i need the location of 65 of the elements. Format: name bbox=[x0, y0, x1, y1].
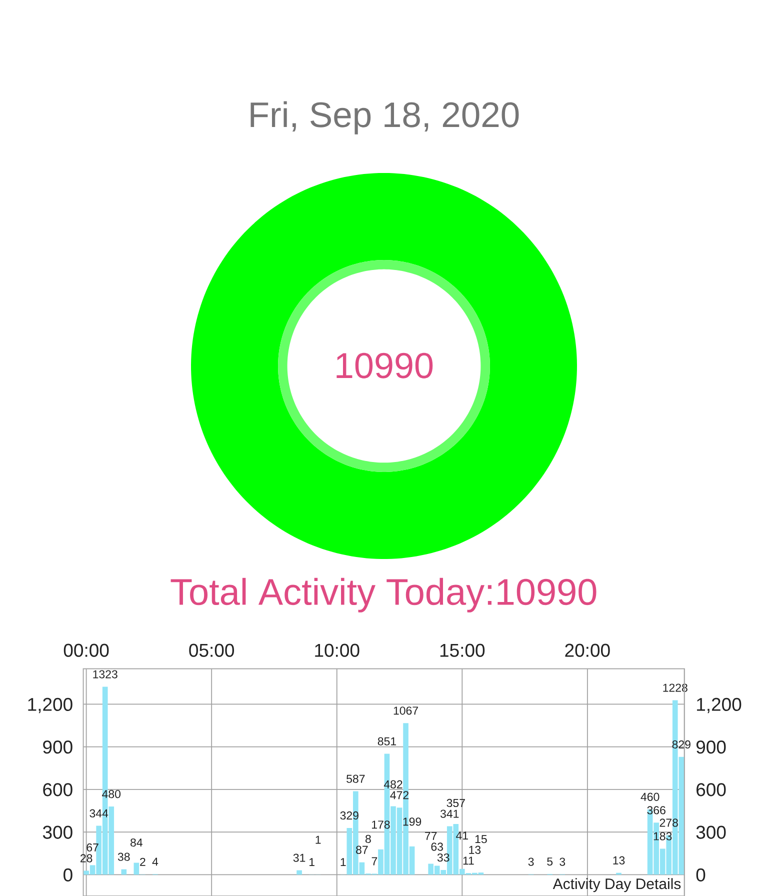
data-label: 28 bbox=[80, 854, 92, 862]
data-label: 357 bbox=[446, 798, 465, 808]
data-label: 199 bbox=[403, 818, 422, 826]
data-label: 41 bbox=[456, 832, 468, 840]
chart-title: Fri, Sep 18, 2020 bbox=[250, 101, 519, 134]
data-label: 3 bbox=[560, 858, 566, 866]
data-label: 278 bbox=[660, 818, 678, 827]
data-label: 77 bbox=[425, 832, 437, 840]
data-label: 11 bbox=[463, 856, 474, 865]
data-label: 366 bbox=[647, 806, 666, 814]
y-tick-label: 300 bbox=[42, 826, 72, 839]
data-label: 7 bbox=[372, 857, 378, 866]
data-label: 472 bbox=[390, 791, 409, 800]
data-label: 31 bbox=[293, 854, 306, 862]
x-tick-label: 10:00 bbox=[315, 644, 360, 657]
y2-tick-label: 300 bbox=[696, 826, 726, 839]
x-tick-label: 05:00 bbox=[189, 644, 234, 657]
data-label: 10990 bbox=[336, 352, 433, 378]
y-tick-label: 1,200 bbox=[28, 698, 72, 714]
y-tick-label: 0 bbox=[64, 868, 72, 882]
data-label: 63 bbox=[431, 842, 443, 851]
data-label: 84 bbox=[130, 838, 142, 847]
data-label: 341 bbox=[440, 810, 459, 818]
data-label: 482 bbox=[384, 780, 402, 788]
data-label: 4 bbox=[152, 858, 158, 866]
x-tick-label: 20:00 bbox=[565, 644, 610, 657]
data-label: 480 bbox=[102, 790, 121, 798]
y2-tick-label: 0 bbox=[696, 868, 706, 882]
bar bbox=[134, 862, 140, 875]
data-label: 178 bbox=[372, 820, 390, 829]
data-label: 15 bbox=[475, 835, 487, 844]
x-tick-label: 00:00 bbox=[64, 644, 109, 657]
data-label: 1228 bbox=[663, 684, 688, 692]
y2-tick-label: 900 bbox=[696, 740, 726, 754]
data-label: 5 bbox=[547, 858, 553, 866]
x-tick-label: 15:00 bbox=[440, 644, 485, 657]
data-label: 1 bbox=[340, 858, 346, 866]
bar bbox=[296, 870, 302, 875]
data-label: 829 bbox=[672, 740, 690, 749]
data-label: 1067 bbox=[394, 706, 418, 715]
data-label: 13 bbox=[613, 856, 625, 864]
annotation: Activity Day Details bbox=[552, 878, 681, 892]
data-label: 329 bbox=[340, 811, 358, 820]
bar bbox=[121, 869, 127, 875]
data-label: 851 bbox=[378, 737, 396, 746]
data-label: 33 bbox=[437, 853, 450, 862]
y-tick-label: 600 bbox=[43, 783, 72, 796]
data-label: 2 bbox=[140, 858, 146, 866]
chart-title: Total Activity Today:10990 bbox=[170, 578, 596, 612]
data-label: 1 bbox=[316, 836, 321, 844]
data-label: 8 bbox=[365, 834, 371, 844]
data-label: 13 bbox=[469, 846, 481, 854]
data-label: 460 bbox=[640, 792, 660, 801]
data-label: 587 bbox=[346, 774, 365, 783]
data-label: 67 bbox=[86, 843, 98, 852]
data-label: 87 bbox=[356, 846, 368, 854]
data-label: 3 bbox=[528, 858, 534, 866]
y-tick-label: 900 bbox=[43, 740, 72, 754]
data-label: 344 bbox=[90, 809, 108, 818]
data-label: 38 bbox=[118, 852, 130, 861]
y2-tick-label: 600 bbox=[696, 783, 726, 796]
data-label: 1 bbox=[309, 858, 314, 866]
data-label: 183 bbox=[654, 832, 672, 840]
y2-tick-label: 1,200 bbox=[697, 698, 742, 714]
data-label: 1323 bbox=[93, 670, 118, 678]
